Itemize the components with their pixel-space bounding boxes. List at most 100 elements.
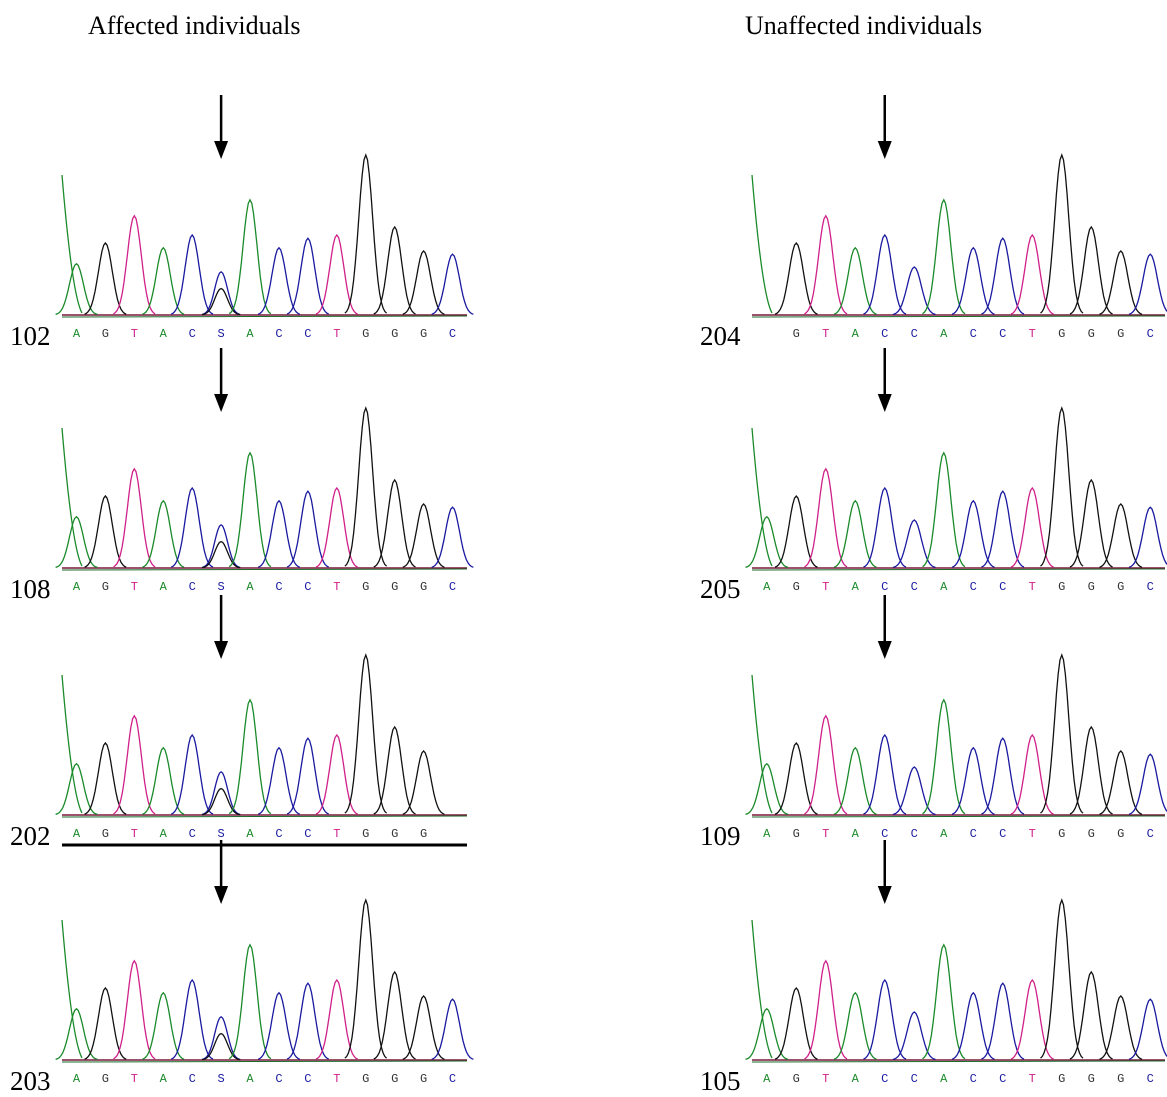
base-letter: S xyxy=(218,1072,225,1086)
base-letter: G xyxy=(793,580,800,594)
base-letter: G xyxy=(362,1072,369,1086)
peak xyxy=(982,983,1025,1059)
base-letter: A xyxy=(852,1072,860,1086)
peak xyxy=(316,235,358,314)
trace-baseline xyxy=(752,816,1165,817)
panel-label: 102 xyxy=(10,321,51,351)
panel-label: 204 xyxy=(700,321,741,351)
peak xyxy=(114,469,156,567)
base-letter: C xyxy=(881,827,888,841)
base-letter: C xyxy=(999,327,1006,341)
arrow-head xyxy=(214,141,228,159)
peak xyxy=(805,216,848,314)
base-letter: A xyxy=(246,827,254,841)
base-letter: G xyxy=(793,827,800,841)
base-letter: A xyxy=(73,327,81,341)
arrow-head xyxy=(878,641,892,659)
base-letter: G xyxy=(391,827,398,841)
peak xyxy=(287,491,329,567)
peak xyxy=(893,520,936,568)
base-letter: C xyxy=(304,580,311,594)
base-letter: A xyxy=(160,580,168,594)
peak xyxy=(1041,900,1084,1058)
peak xyxy=(171,488,213,567)
peak xyxy=(893,767,936,815)
base-letter: T xyxy=(333,327,340,341)
base-letter: G xyxy=(1117,580,1124,594)
base-letter: T xyxy=(131,580,138,594)
base-letter: G xyxy=(1058,580,1065,594)
peak xyxy=(982,491,1025,567)
peak-tail xyxy=(62,175,82,313)
panel-label: 109 xyxy=(700,821,741,851)
arrow-head xyxy=(878,141,892,159)
peak xyxy=(1011,735,1054,814)
peak-tail xyxy=(752,675,772,813)
peak-tail xyxy=(62,675,82,813)
base-letter: A xyxy=(246,580,254,594)
peak xyxy=(1041,655,1084,813)
base-letter: A xyxy=(940,827,948,841)
peak xyxy=(864,980,907,1059)
peak xyxy=(287,738,329,814)
trace-baseline xyxy=(752,316,1165,317)
base-letter: A xyxy=(73,1072,81,1086)
base-letter: C xyxy=(189,827,196,841)
base-letter: T xyxy=(131,1072,138,1086)
base-letter: S xyxy=(218,580,225,594)
base-letter: C xyxy=(1147,1072,1154,1086)
base-letter: A xyxy=(940,580,948,594)
base-letter: C xyxy=(999,827,1006,841)
peak-tail xyxy=(62,920,82,1058)
base-letter: C xyxy=(1147,580,1154,594)
peak xyxy=(345,408,387,566)
base-letter: C xyxy=(189,327,196,341)
panel-label: 203 xyxy=(10,1066,51,1096)
arrow-head xyxy=(214,641,228,659)
peak xyxy=(982,238,1025,314)
peak xyxy=(229,700,271,814)
base-letter: C xyxy=(970,1072,977,1086)
peak xyxy=(374,227,416,314)
peak xyxy=(893,1012,936,1060)
base-letter: G xyxy=(420,580,427,594)
peak xyxy=(1011,980,1054,1059)
base-letter: T xyxy=(1029,827,1036,841)
base-letter: C xyxy=(911,580,918,594)
peak xyxy=(805,716,848,814)
base-letter: T xyxy=(1029,580,1036,594)
peak-tail xyxy=(752,428,772,566)
base-letter: G xyxy=(1058,1072,1065,1086)
peak xyxy=(287,983,329,1059)
peak xyxy=(345,155,387,313)
base-letter: C xyxy=(911,327,918,341)
base-letter: G xyxy=(391,580,398,594)
peak xyxy=(114,716,156,814)
base-letter: T xyxy=(822,1072,829,1086)
base-letter: A xyxy=(852,827,860,841)
peak xyxy=(171,235,213,314)
trace-baseline xyxy=(62,569,467,570)
peak xyxy=(229,945,271,1059)
peak xyxy=(316,980,358,1059)
peak-tail xyxy=(62,428,82,566)
base-letter: C xyxy=(449,1072,456,1086)
peak-tail xyxy=(752,920,772,1058)
peak xyxy=(1041,408,1084,566)
peak xyxy=(864,735,907,814)
base-letter: T xyxy=(822,327,829,341)
base-letter: T xyxy=(822,580,829,594)
base-letter: G xyxy=(102,327,109,341)
trace-baseline xyxy=(752,1061,1165,1062)
base-letter: C xyxy=(970,580,977,594)
base-letter: G xyxy=(420,1072,427,1086)
peak xyxy=(893,267,936,315)
peak xyxy=(805,469,848,567)
base-letter: A xyxy=(73,827,81,841)
base-letter: C xyxy=(911,1072,918,1086)
base-letter: C xyxy=(449,580,456,594)
base-letter: C xyxy=(275,580,282,594)
peak xyxy=(345,655,387,813)
base-letter: A xyxy=(763,580,771,594)
base-letter: G xyxy=(1117,1072,1124,1086)
